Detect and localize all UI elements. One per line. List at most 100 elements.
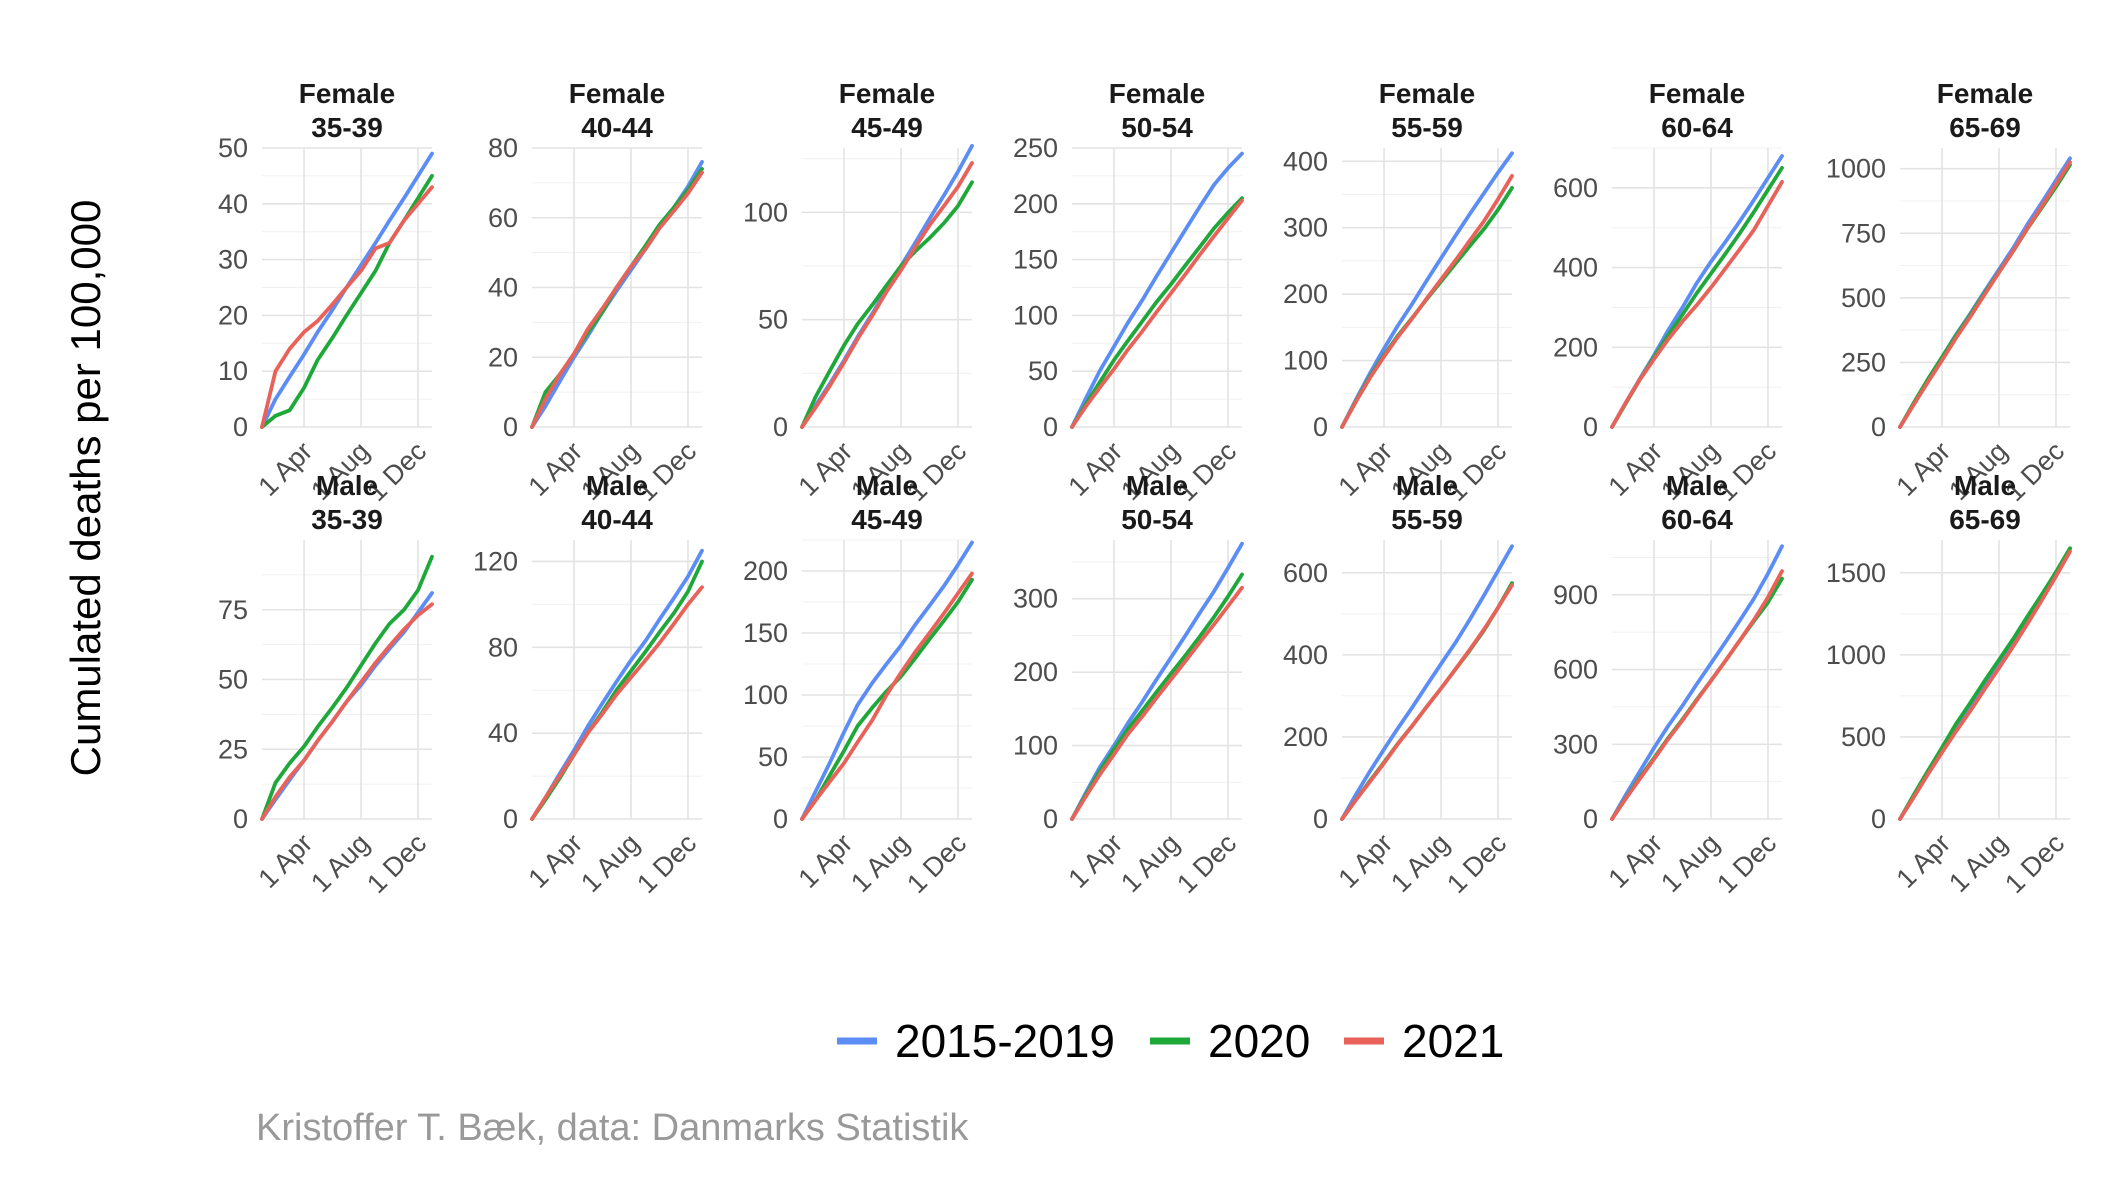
facet-title-age: 40-44 — [581, 504, 653, 535]
y-tick-label: 1500 — [1826, 558, 1886, 588]
facet-title-age: 55-59 — [1391, 112, 1463, 143]
series-line-2021 — [1610, 569, 1784, 821]
y-tick-label: 600 — [1553, 655, 1598, 685]
facet-title-age: 35-39 — [311, 112, 383, 143]
x-tick-label: 1 Apr — [1332, 828, 1398, 894]
facet-title-sex: Female — [569, 78, 666, 109]
y-tick-label: 20 — [488, 342, 518, 372]
y-tick-label: 250 — [1013, 133, 1058, 163]
facet-title-age: 60-64 — [1661, 504, 1733, 535]
y-tick-label: 0 — [773, 412, 788, 442]
y-tick-label: 400 — [1283, 146, 1328, 176]
y-tick-label: 50 — [1028, 356, 1058, 386]
x-tick-label: 1 Aug — [1943, 828, 2013, 898]
x-tick-label: 1 Aug — [1655, 828, 1725, 898]
y-tick-label: 1000 — [1826, 154, 1886, 184]
facet-title-sex: Male — [1396, 470, 1458, 501]
y-tick-label: 40 — [218, 189, 248, 219]
y-tick-label: 150 — [743, 618, 788, 648]
y-tick-label: 0 — [1313, 412, 1328, 442]
series-line-2021 — [530, 170, 704, 429]
series-line-2021 — [1340, 583, 1514, 821]
x-tick-label: 1 Apr — [1062, 828, 1128, 894]
caption: Kristoffer T. Bæk, data: Danmarks Statis… — [256, 1107, 969, 1149]
legend-label: 2021 — [1402, 1015, 1504, 1067]
series-line-2021 — [260, 185, 434, 429]
facet-title-sex: Female — [1937, 78, 2034, 109]
y-tick-label: 900 — [1553, 580, 1598, 610]
y-tick-label: 0 — [1043, 804, 1058, 834]
facet-title-sex: Male — [316, 470, 378, 501]
series-line-2021 — [260, 602, 434, 821]
legend: 2015-2019 2020 2021 — [837, 1015, 1504, 1067]
y-tick-label: 200 — [1013, 189, 1058, 219]
legend-item-2021: 2021 — [1344, 1015, 1504, 1067]
x-tick-label: 1 Aug — [1385, 828, 1455, 898]
series-line-2021 — [1070, 585, 1244, 821]
y-tick-label: 600 — [1283, 558, 1328, 588]
y-tick-label: 0 — [1871, 804, 1886, 834]
y-tick-label: 300 — [1283, 213, 1328, 243]
y-tick-label: 80 — [488, 133, 518, 163]
y-tick-label: 100 — [743, 680, 788, 710]
y-tick-label: 0 — [233, 412, 248, 442]
facet-title-sex: Male — [1954, 470, 2016, 501]
facet-title-age: 35-39 — [311, 504, 383, 535]
x-tick-label: 1 Dec — [361, 828, 432, 899]
y-axis-label: Cumulated deaths per 100,000 — [62, 200, 109, 777]
series-line-2021 — [530, 585, 704, 821]
y-tick-label: 30 — [218, 245, 248, 275]
facet-title-sex: Male — [1666, 470, 1728, 501]
y-tick-label: 200 — [1283, 279, 1328, 309]
x-tick-label: 1 Apr — [792, 436, 858, 502]
legend-item-2020: 2020 — [1150, 1015, 1310, 1067]
x-tick-label: 1 Apr — [1062, 436, 1128, 502]
series-line-2015-2019 — [260, 151, 434, 429]
series-line-2015-2019 — [1070, 151, 1244, 429]
y-tick-label: 20 — [218, 300, 248, 330]
y-tick-label: 300 — [1013, 584, 1058, 614]
x-tick-label: 1 Apr — [1890, 828, 1956, 894]
legend-label: 2020 — [1208, 1015, 1310, 1067]
y-tick-label: 10 — [218, 356, 248, 386]
facet-title-age: 45-49 — [851, 504, 923, 535]
y-tick-label: 200 — [1553, 332, 1598, 362]
y-tick-label: 400 — [1283, 640, 1328, 670]
facet-title-age: 45-49 — [851, 112, 923, 143]
facet-title-age: 50-54 — [1121, 112, 1193, 143]
y-tick-label: 750 — [1841, 218, 1886, 248]
y-tick-label: 200 — [743, 556, 788, 586]
x-tick-label: 1 Dec — [631, 828, 702, 899]
series-line-2021 — [1610, 179, 1784, 429]
y-tick-label: 50 — [218, 665, 248, 695]
y-tick-label: 0 — [503, 804, 518, 834]
y-tick-label: 200 — [1283, 722, 1328, 752]
series-line-2020 — [1070, 196, 1244, 429]
x-tick-label: 1 Dec — [1171, 828, 1242, 899]
x-tick-label: 1 Dec — [1999, 828, 2070, 899]
y-tick-label: 120 — [473, 546, 518, 576]
y-tick-label: 40 — [488, 718, 518, 748]
y-tick-label: 50 — [758, 305, 788, 335]
y-tick-label: 50 — [218, 133, 248, 163]
x-tick-label: 1 Aug — [1115, 828, 1185, 898]
y-tick-label: 400 — [1553, 253, 1598, 283]
x-tick-label: 1 Apr — [1332, 436, 1398, 502]
series-line-2021 — [1340, 173, 1514, 429]
y-tick-label: 500 — [1841, 283, 1886, 313]
y-tick-label: 25 — [218, 734, 248, 764]
facet-title-sex: Male — [856, 470, 918, 501]
